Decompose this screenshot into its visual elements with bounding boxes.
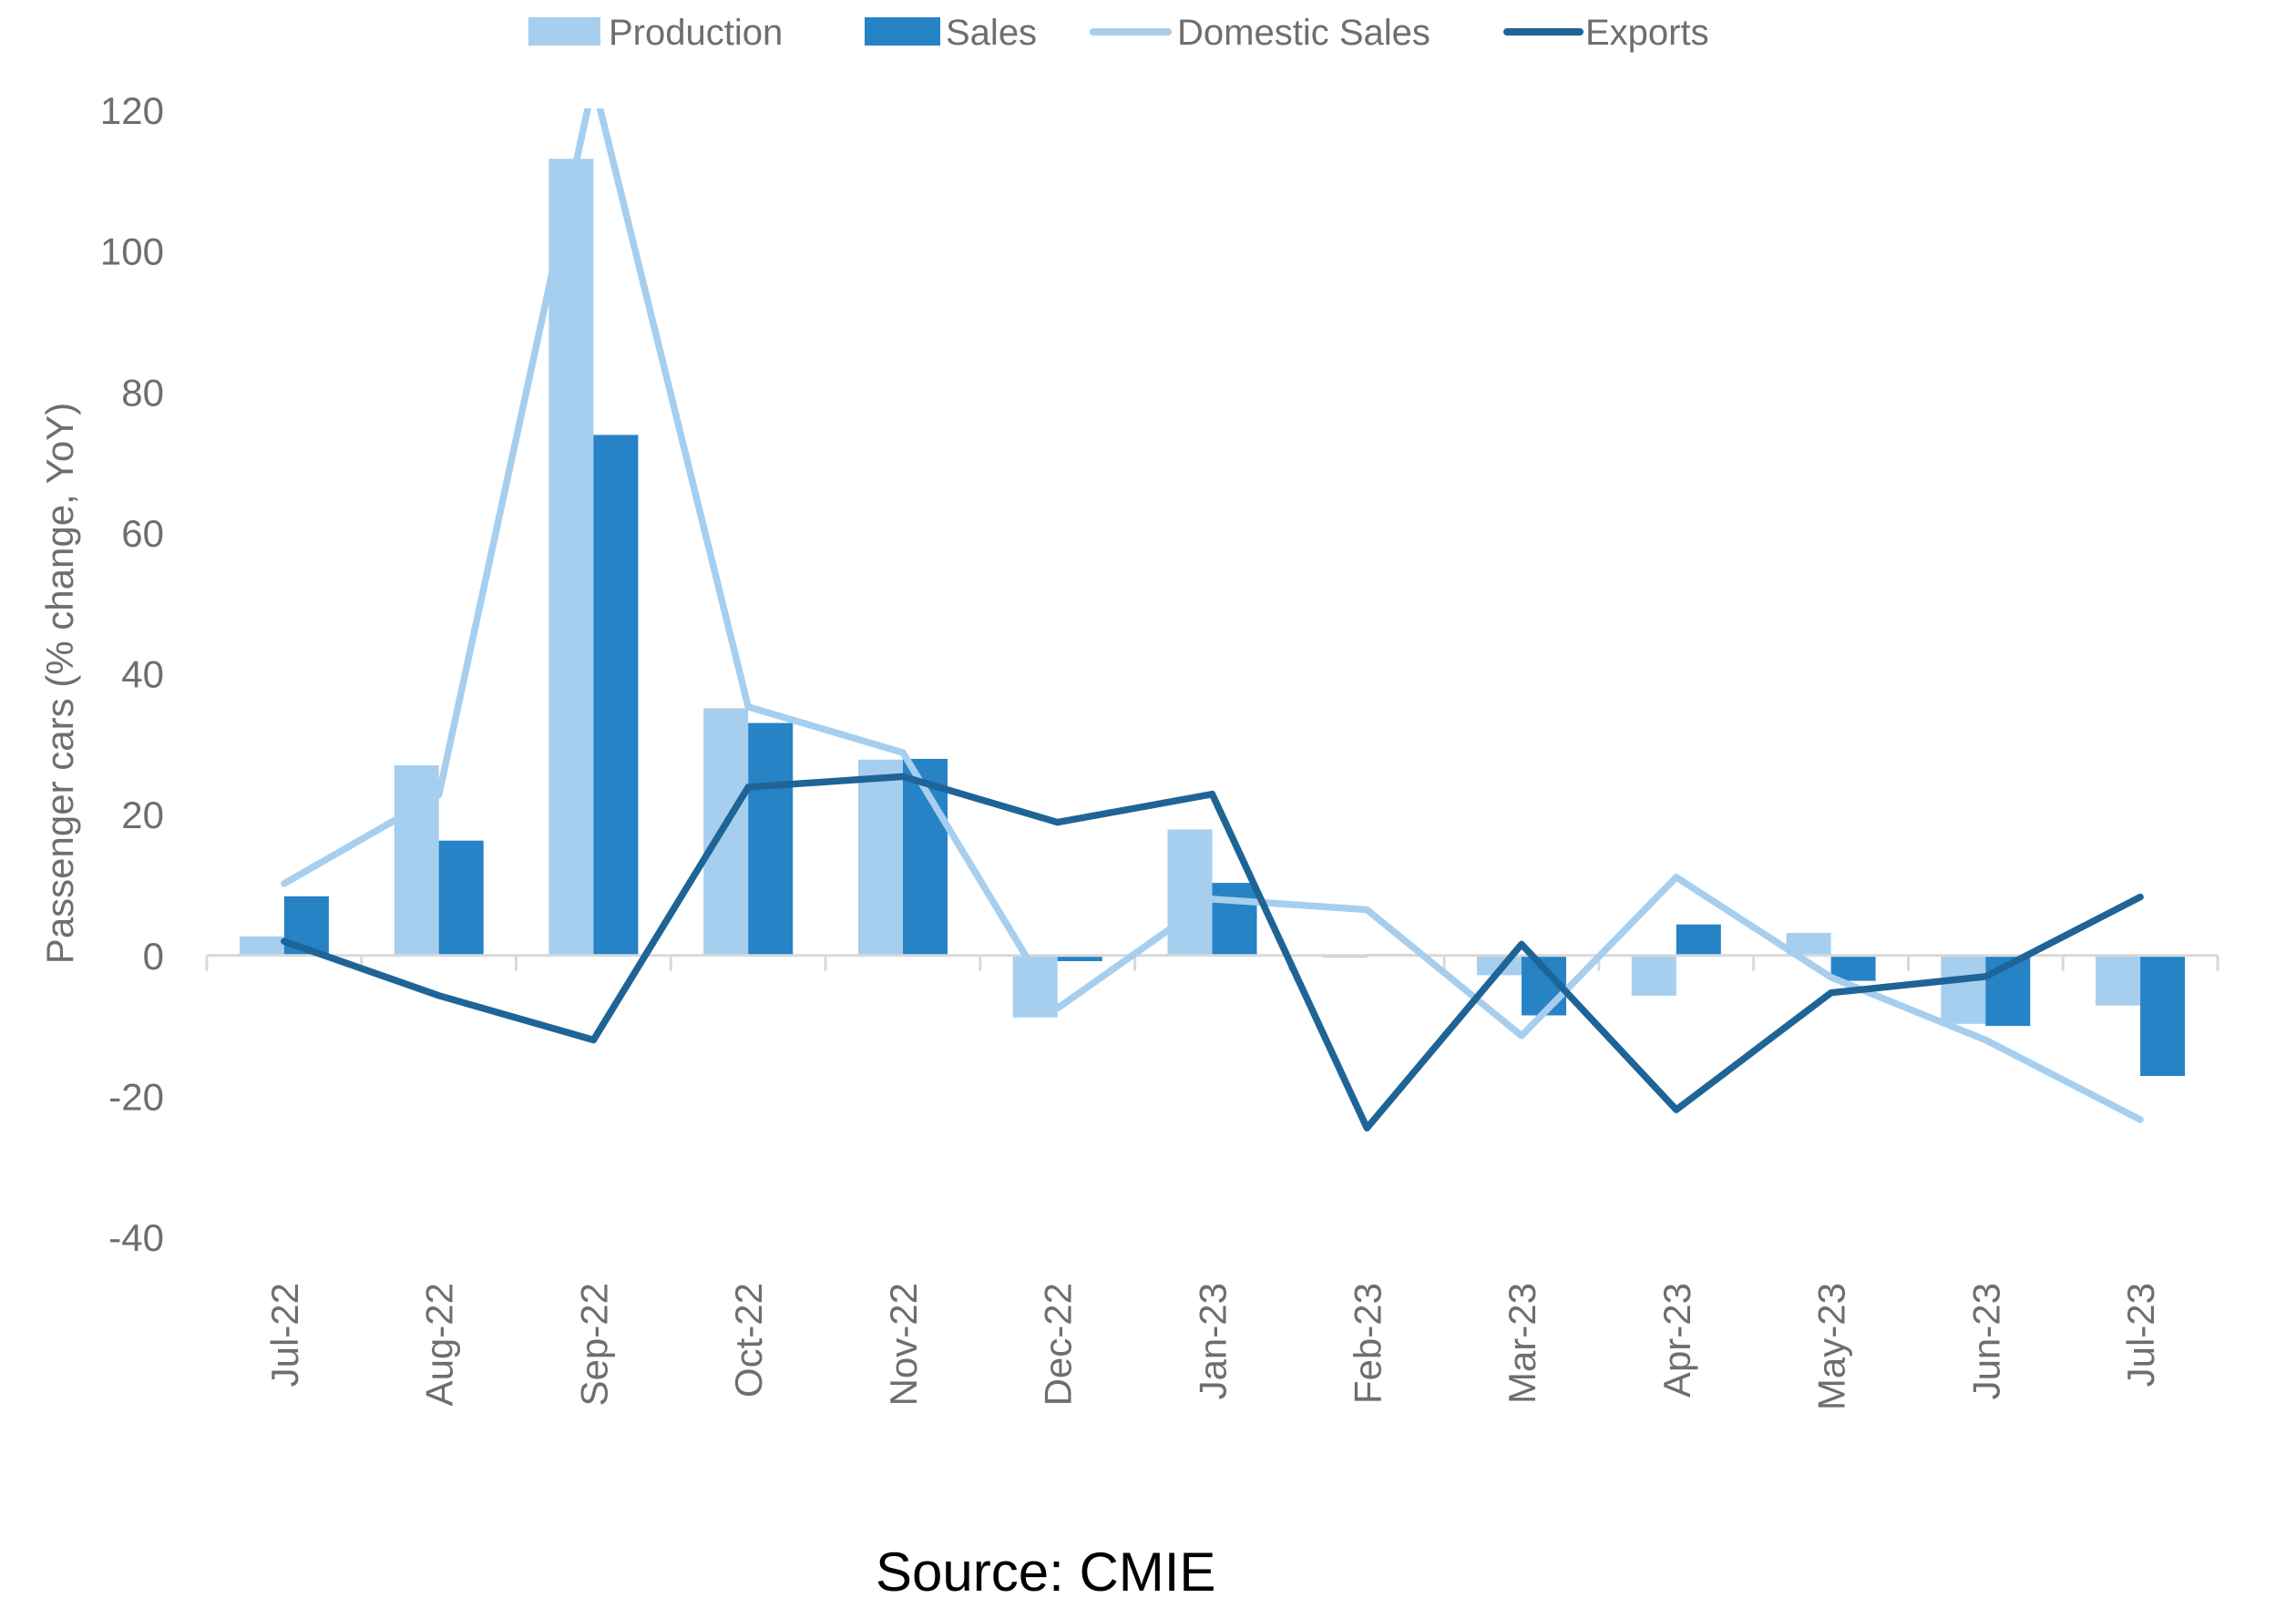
bar-production-jul-22 — [239, 936, 284, 956]
lines — [281, 108, 2144, 1132]
y-tick-label: 0 — [143, 935, 164, 978]
x-axis-tick-labels: Jul-22 Aug-22 Sep-22 Oct-22 Nov-22 Dec-22 Jan-… — [263, 1283, 2162, 1410]
bar-sales-jan-23 — [1212, 883, 1257, 956]
legend-label-exports: Exports — [1585, 13, 1709, 53]
bar-sales-jul-23 — [2140, 955, 2186, 1076]
bar-production-jun-23 — [1941, 955, 1986, 1024]
x-tick-label: Nov-22 — [882, 1283, 925, 1406]
x-tick-label: Feb-23 — [1346, 1283, 1389, 1404]
legend-item-domestic-sales[interactable]: Domestic Sales — [1090, 13, 1430, 53]
bar-production-jan-23 — [1167, 829, 1213, 956]
bars — [239, 159, 2186, 1076]
bar-sales-oct-22 — [748, 722, 794, 956]
bar-production-apr-23 — [1631, 955, 1676, 996]
x-tick-label: Oct-22 — [727, 1283, 770, 1398]
bar-sales-sep-22 — [593, 435, 639, 956]
bar-sales-dec-22 — [1057, 955, 1102, 961]
x-tick-label: Aug-22 — [418, 1283, 461, 1406]
y-tick-label: -20 — [108, 1075, 164, 1118]
source-note: Source: CMIE — [876, 1541, 1215, 1603]
bar-sales-apr-23 — [1676, 924, 1721, 956]
legend-swatch-sales — [865, 17, 940, 46]
legend-label-sales: Sales — [946, 13, 1037, 53]
x-tick-label: Jul-23 — [2119, 1283, 2162, 1387]
y-tick-label: 100 — [100, 230, 164, 273]
x-tick-label: Dec-22 — [1037, 1283, 1080, 1406]
x-tick-label: Mar-23 — [1501, 1283, 1543, 1404]
y-tick-label: 120 — [100, 89, 164, 132]
legend: Production Sales Domestic Sales Exports — [528, 13, 1709, 53]
x-tick-label: May-23 — [1810, 1283, 1853, 1410]
x-tick-label: Sep-22 — [572, 1283, 615, 1406]
bar-production-sep-22 — [548, 159, 594, 956]
bar-sales-aug-22 — [438, 840, 484, 956]
line-exports — [281, 773, 2144, 1132]
bar-production-oct-22 — [703, 708, 749, 956]
y-tick-label: 20 — [121, 794, 164, 836]
legend-item-production[interactable]: Production — [528, 13, 783, 53]
y-tick-label: 40 — [121, 653, 164, 696]
legend-item-exports[interactable]: Exports — [1503, 13, 1709, 53]
bar-production-aug-22 — [394, 765, 439, 956]
bar-production-nov-22 — [858, 759, 903, 956]
bar-production-jul-23 — [2096, 955, 2141, 1006]
line-domestic-sales — [281, 108, 2144, 1123]
y-tick-label: 80 — [121, 371, 164, 414]
x-tick-label: Jun-23 — [1964, 1283, 2007, 1399]
legend-item-sales[interactable]: Sales — [865, 13, 1037, 53]
y-axis-title: Passenger cars (% change, YoY) — [38, 403, 81, 964]
legend-swatch-production — [528, 17, 600, 46]
y-axis-tick-labels: -40 -20 0 20 40 60 80 100 120 — [100, 89, 164, 1259]
y-tick-label: -40 — [108, 1216, 164, 1259]
x-tick-label: Jan-23 — [1192, 1283, 1235, 1399]
legend-label-production: Production — [609, 13, 783, 53]
x-tick-label: Apr-23 — [1655, 1283, 1698, 1398]
x-tick-label: Jul-22 — [263, 1283, 306, 1387]
x-axis — [205, 954, 2219, 971]
y-tick-label: 60 — [121, 512, 164, 555]
legend-label-domestic-sales: Domestic Sales — [1177, 13, 1430, 53]
